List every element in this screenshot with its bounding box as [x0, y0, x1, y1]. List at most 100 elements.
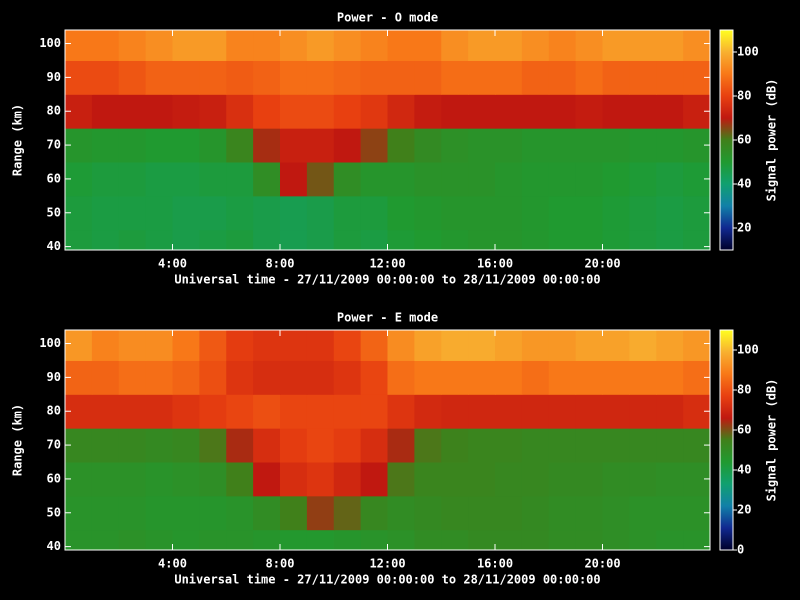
- heatmap-cell: [253, 162, 281, 197]
- heatmap-cell: [414, 462, 442, 497]
- heatmap-cell: [306, 94, 335, 129]
- heatmap-cell: [172, 394, 200, 429]
- heatmap-cell: [118, 529, 147, 551]
- heatmap-cell: [548, 195, 577, 231]
- heatmap-cell: [253, 195, 281, 231]
- heatmap-cell: [548, 229, 577, 251]
- heatmap-cell: [414, 30, 442, 61]
- y-tick-label: 60: [47, 171, 61, 185]
- heatmap-cell: [629, 229, 657, 251]
- heatmap-cell: [333, 394, 362, 429]
- heatmap-cell: [602, 330, 630, 361]
- y-tick-label: 50: [47, 505, 61, 519]
- heatmap-cell: [253, 128, 281, 163]
- heatmap-cell: [280, 495, 308, 531]
- heatmap-cell: [360, 229, 388, 251]
- y-tick-label: 100: [39, 336, 61, 350]
- heatmap-cell: [387, 360, 415, 395]
- heatmap-cell: [91, 428, 120, 463]
- heatmap-cell: [199, 30, 227, 61]
- heatmap-cell: [548, 462, 577, 497]
- x-axis-label: Universal time - 27/11/2009 00:00:00 to …: [174, 573, 600, 587]
- heatmap-cell: [575, 462, 603, 497]
- heatmap-cell: [280, 394, 308, 429]
- heatmap-cell: [548, 30, 577, 61]
- heatmap-cell: [495, 30, 523, 61]
- heatmap-cell: [199, 394, 227, 429]
- heatmap-cell: [414, 162, 442, 197]
- heatmap-cell: [387, 128, 415, 163]
- heatmap-cell: [414, 128, 442, 163]
- heatmap-cell: [602, 428, 630, 463]
- heatmap-cell: [172, 360, 200, 395]
- heatmap-cell: [468, 529, 496, 551]
- heatmap-cell: [280, 128, 308, 163]
- heatmap-cell: [145, 94, 173, 129]
- chart-title: Power - O mode: [337, 11, 438, 25]
- heatmap-cell: [253, 330, 281, 361]
- heatmap-cell: [118, 60, 147, 95]
- heatmap-cell: [414, 229, 442, 251]
- heatmap-cell: [414, 330, 442, 361]
- heatmap-cell: [656, 462, 684, 497]
- heatmap-cell: [548, 428, 577, 463]
- heatmap-cell: [548, 330, 577, 361]
- heatmap-cell: [199, 60, 227, 95]
- heatmap-cell: [145, 162, 173, 197]
- y-tick-label: 70: [47, 138, 61, 152]
- heatmap-cell: [360, 128, 388, 163]
- heatmap-cell: [333, 360, 362, 395]
- heatmap-cell: [575, 428, 603, 463]
- heatmap-cell: [145, 394, 173, 429]
- heatmap-cell: [65, 529, 93, 551]
- heatmap-cell: [656, 529, 684, 551]
- colorbar-tick-label: 80: [737, 383, 751, 397]
- heatmap-cell: [495, 60, 523, 95]
- heatmap-cell: [91, 330, 120, 361]
- heatmap-cell: [145, 462, 173, 497]
- heatmap-cell: [226, 394, 254, 429]
- heatmap-cell: [575, 495, 603, 531]
- heatmap-cell: [280, 360, 308, 395]
- heatmap-cell: [172, 330, 200, 361]
- heatmap-cell: [441, 428, 469, 463]
- y-tick-label: 80: [47, 404, 61, 418]
- heatmap-cell: [199, 360, 227, 395]
- heatmap-cell: [414, 428, 442, 463]
- heatmap-cell: [199, 462, 227, 497]
- heatmap-cell: [91, 529, 120, 551]
- heatmap-cell: [441, 394, 469, 429]
- heatmap-cell: [199, 229, 227, 251]
- heatmap-cell: [172, 529, 200, 551]
- heatmap-cell: [253, 529, 281, 551]
- heatmap-cell: [468, 195, 496, 231]
- heatmap-cell: [575, 195, 603, 231]
- heatmap-cell: [172, 428, 200, 463]
- heatmap-cell: [521, 30, 550, 61]
- heatmap-cell: [280, 462, 308, 497]
- heatmap-cell: [91, 162, 120, 197]
- heatmap-cell: [441, 360, 469, 395]
- heatmap-cell: [280, 60, 308, 95]
- heatmap-cell: [629, 428, 657, 463]
- heatmap-cell: [495, 195, 523, 231]
- y-tick-label: 50: [47, 205, 61, 219]
- heatmap-cell: [495, 330, 523, 361]
- heatmap-cell: [118, 94, 147, 129]
- heatmap-cell: [521, 229, 550, 251]
- heatmap-cell: [468, 94, 496, 129]
- colorbar-tick-label: 100: [737, 343, 759, 357]
- heatmap-cell: [575, 162, 603, 197]
- heatmap-cell: [360, 330, 388, 361]
- heatmap-cell: [333, 162, 362, 197]
- heatmap-cell: [441, 94, 469, 129]
- heatmap-cell: [656, 360, 684, 395]
- heatmap-cell: [656, 428, 684, 463]
- heatmap-cell: [414, 60, 442, 95]
- x-tick-label: 4:00: [158, 257, 187, 271]
- heatmap-cell: [118, 195, 147, 231]
- heatmap-cell: [226, 195, 254, 231]
- heatmap-cell: [441, 60, 469, 95]
- heatmap-cell: [306, 60, 335, 95]
- heatmap-cell: [683, 229, 711, 251]
